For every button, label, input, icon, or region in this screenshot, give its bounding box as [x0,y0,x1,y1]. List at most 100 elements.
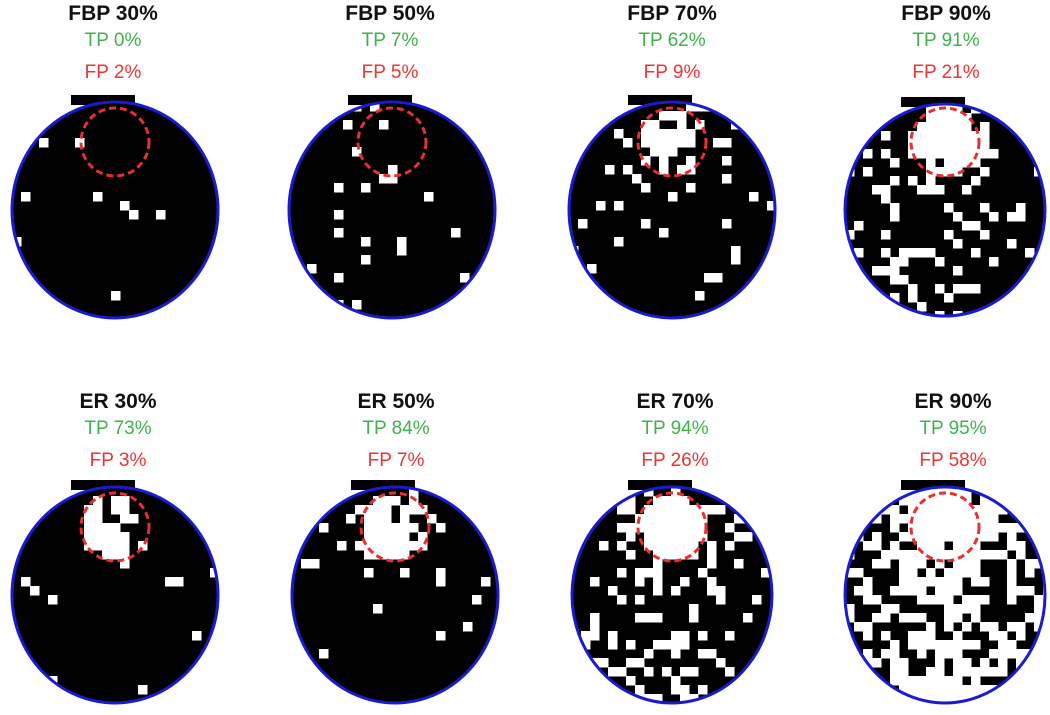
detected-pixel [608,586,618,596]
detected-pixel [722,219,732,229]
detected-pixel [21,192,31,202]
detected-pixel [1043,104,1045,114]
detected-pixel [881,194,891,204]
detected-pixel [725,541,735,551]
detected-pixel [111,541,121,551]
detected-pixel [917,514,927,524]
detected-pixel [863,577,873,587]
detected-pixel [686,183,696,193]
detected-pixel [596,300,606,310]
panel-er-70: ER 70% TP 94% FP 26% [570,390,774,705]
detected-pixel [581,658,591,668]
detected-pixel [998,311,1008,316]
detected-pixel [989,212,999,222]
detected-pixel [854,248,864,258]
panel-tp-label: TP 94% [641,418,708,439]
detected-pixel [845,667,855,677]
detected-pixel [899,514,909,524]
detected-pixel [572,685,582,695]
detected-pixel [418,505,428,515]
detected-pixel [644,505,654,515]
detected-pixel [980,505,990,515]
detected-pixel [1016,631,1026,641]
detected-pixel [84,523,94,533]
detected-pixel [989,631,999,641]
detected-pixel [120,559,130,569]
detected-pixel [1016,541,1026,551]
detected-pixel [980,167,990,177]
detected-pixel [590,613,600,623]
detected-pixel [917,613,927,623]
detected-pixel [863,149,873,159]
detected-pixel [1016,523,1026,533]
detected-pixel [641,129,651,139]
detected-pixel [379,174,389,184]
detected-pixel [644,514,654,524]
detected-pixel [1043,649,1045,659]
detected-pixel [581,640,591,650]
detected-pixel [93,496,103,506]
detected-pixel [722,102,732,112]
phantom-tab [71,95,135,105]
detected-pixel [698,532,708,542]
panel-fp-label: FP 21% [912,62,979,83]
detected-pixel [944,568,954,578]
detected-pixel [653,568,663,578]
detected-pixel [680,550,690,560]
detected-pixel [953,266,963,276]
detected-pixel [935,131,945,141]
detected-pixel [689,532,699,542]
detected-pixel [307,309,317,318]
detected-pixel [659,156,669,166]
detected-pixel [899,559,909,569]
detected-pixel [93,514,103,524]
detected-pixel [944,694,954,703]
detected-pixel [917,577,927,587]
detected-pixel [854,667,864,677]
detected-pixel [953,685,963,695]
detected-pixel [899,550,909,560]
detected-pixel [644,613,654,623]
panel-er-90: ER 90% TP 95% FP 58% [843,390,1047,705]
detected-pixel [111,496,121,506]
detected-pixel [373,541,383,551]
detected-pixel [971,221,981,231]
detected-pixel [659,138,669,148]
detected-pixel [120,532,130,542]
detected-pixel [725,631,735,641]
panel-fp-label: FP 58% [919,450,986,471]
panel-er-30: ER 30% TP 73% FP 3% [10,390,220,705]
detected-pixel [334,228,344,238]
detected-pixel [1016,622,1026,632]
detected-pixel [944,140,954,150]
detected-pixel [980,523,990,533]
detected-pixel [998,505,1008,515]
detected-pixel [944,532,954,542]
detected-pixel [716,505,726,515]
detected-pixel [725,523,735,533]
detected-pixel [409,541,419,551]
detected-pixel [1025,676,1035,686]
detected-pixel [908,284,918,294]
detected-pixel [614,129,624,139]
detected-pixel [872,104,882,114]
detected-pixel [917,550,927,560]
detected-pixel [84,505,94,515]
detected-pixel [695,120,705,130]
detected-pixel [644,523,654,533]
detected-pixel [935,514,945,524]
detected-pixel [156,210,166,220]
detected-pixel [845,676,855,686]
detected-pixel [971,140,981,150]
detected-pixel [671,532,681,542]
detected-pixel [605,165,615,175]
detected-pixel [935,311,945,316]
detected-pixel [890,293,900,303]
detected-pixel [373,514,383,524]
detected-pixel [872,694,882,703]
detected-pixel [1016,203,1026,213]
detected-pixel [1007,568,1017,578]
detected-pixel [926,113,936,123]
detected-pixel [989,149,999,159]
detected-pixel [698,505,708,515]
